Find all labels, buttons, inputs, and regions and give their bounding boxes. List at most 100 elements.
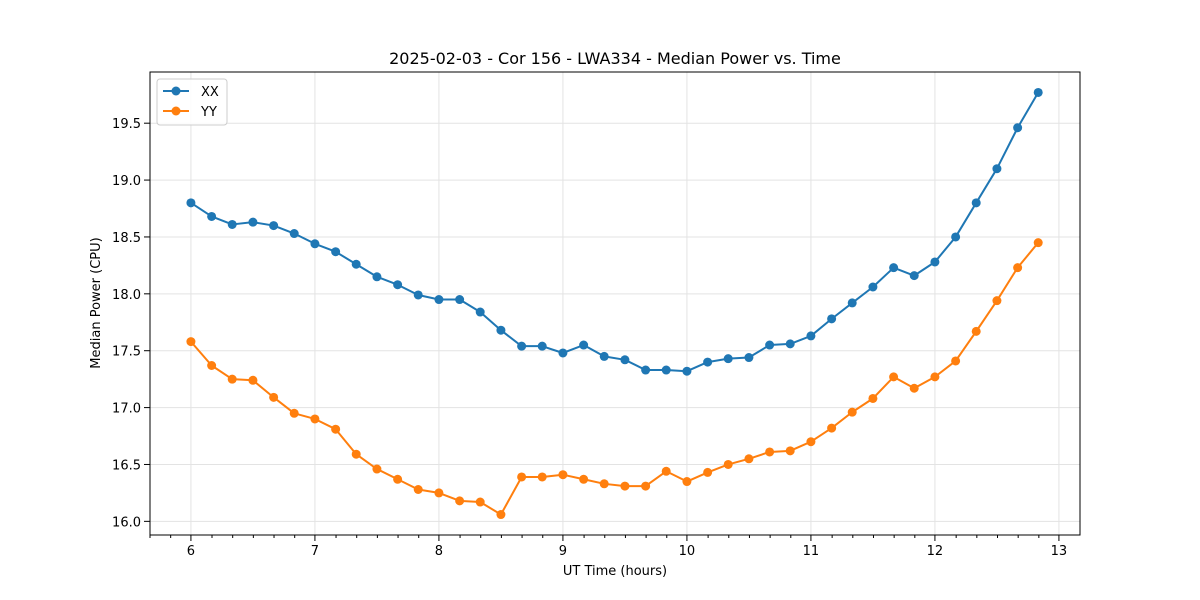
data-point-xx [475, 307, 485, 317]
data-point-yy [269, 392, 279, 402]
data-point-yy [889, 372, 899, 382]
data-point-yy [930, 372, 940, 382]
data-point-yy [1013, 263, 1023, 273]
series-xx [186, 87, 1043, 376]
data-point-xx [599, 351, 609, 361]
data-point-xx [1013, 123, 1023, 133]
data-point-yy [455, 496, 465, 506]
data-point-xx [310, 239, 320, 249]
legend-marker-yy [171, 106, 181, 116]
data-point-xx [951, 232, 961, 242]
data-point-yy [393, 474, 403, 484]
data-point-xx [827, 314, 837, 324]
data-point-yy [703, 467, 713, 477]
data-point-xx [579, 340, 589, 350]
x-tick-label: 11 [803, 544, 820, 559]
y-tick-label: 19.5 [112, 117, 141, 132]
data-point-xx [351, 259, 361, 269]
data-point-yy [744, 454, 754, 464]
data-point-xx [641, 365, 651, 375]
data-point-yy [434, 488, 444, 498]
chart-title: 2025-02-03 - Cor 156 - LWA334 - Median P… [389, 49, 841, 68]
data-point-yy [1033, 238, 1043, 248]
data-point-xx [248, 217, 258, 227]
y-tick-label: 16.5 [112, 458, 141, 473]
data-point-xx [703, 357, 713, 367]
data-point-yy [413, 485, 423, 494]
data-point-xx [1033, 87, 1043, 97]
data-point-yy [971, 326, 981, 336]
data-point-xx [517, 341, 527, 351]
data-point-yy [227, 374, 237, 384]
data-point-xx [207, 211, 217, 221]
y-tick-label: 18.0 [112, 288, 141, 303]
data-point-xx [868, 282, 878, 292]
y-tick-label: 16.0 [112, 515, 141, 530]
y-tick-label: 17.0 [112, 402, 141, 417]
data-point-yy [661, 466, 671, 476]
data-point-xx [889, 263, 899, 273]
data-point-yy [310, 414, 320, 424]
legend-label-xx: XX [201, 85, 219, 100]
data-point-xx [930, 257, 940, 267]
x-axis-label: UT Time (hours) [563, 564, 667, 579]
data-point-yy [806, 437, 816, 447]
legend-marker-xx [171, 86, 181, 96]
y-tick-label: 19.0 [112, 174, 141, 189]
data-point-xx [909, 271, 919, 281]
data-point-yy [496, 510, 506, 520]
data-point-xx [661, 365, 671, 375]
legend: XX YY [156, 78, 228, 126]
data-point-xx [785, 339, 795, 349]
series-layer [186, 87, 1043, 520]
data-point-xx [186, 198, 196, 208]
data-point-yy [951, 356, 961, 366]
data-point-yy [351, 449, 361, 459]
data-point-xx [393, 280, 403, 290]
data-point-xx [682, 366, 692, 376]
grid-layer [150, 72, 1080, 535]
data-point-xx [806, 331, 816, 341]
data-point-xx [289, 229, 299, 239]
series-yy [186, 238, 1043, 520]
y-tick-label: 17.5 [112, 345, 141, 360]
data-point-yy [289, 408, 299, 418]
series-line-yy [190, 242, 1039, 516]
data-point-yy [517, 472, 527, 482]
data-point-yy [765, 447, 775, 457]
data-point-yy [723, 459, 733, 469]
data-point-yy [475, 497, 485, 507]
x-tick-label: 10 [679, 544, 696, 559]
data-point-yy [599, 479, 609, 489]
data-point-xx [496, 325, 506, 335]
x-tick-label: 7 [311, 544, 319, 559]
data-point-xx [992, 164, 1002, 174]
data-point-xx [434, 295, 444, 305]
data-point-yy [372, 464, 382, 474]
x-tick-label: 12 [927, 544, 944, 559]
legend-label-yy: YY [200, 105, 217, 120]
data-point-yy [992, 296, 1002, 306]
data-point-yy [827, 423, 837, 433]
data-point-xx [723, 354, 733, 364]
data-point-yy [620, 481, 630, 491]
y-tick-label: 18.5 [112, 231, 141, 246]
data-point-yy [579, 474, 589, 484]
data-point-yy [537, 472, 547, 482]
y-axis-label: Median Power (CPU) [89, 237, 104, 368]
data-point-yy [868, 393, 878, 403]
data-point-yy [641, 481, 651, 491]
data-point-xx [455, 295, 465, 305]
data-point-xx [413, 290, 423, 300]
data-point-yy [248, 375, 258, 385]
plot-area [149, 71, 1081, 536]
axis-ticks: 6 7 8 9 10 11 12 13 16.0 16.5 17.0 17.5 18.0 18.5 19.0… [112, 117, 1067, 559]
data-point-xx [331, 247, 341, 257]
data-point-yy [785, 446, 795, 456]
data-point-yy [909, 383, 919, 393]
data-point-xx [971, 198, 981, 208]
data-point-yy [847, 407, 857, 417]
data-point-xx [847, 298, 857, 308]
x-tick-label: 8 [435, 544, 443, 559]
